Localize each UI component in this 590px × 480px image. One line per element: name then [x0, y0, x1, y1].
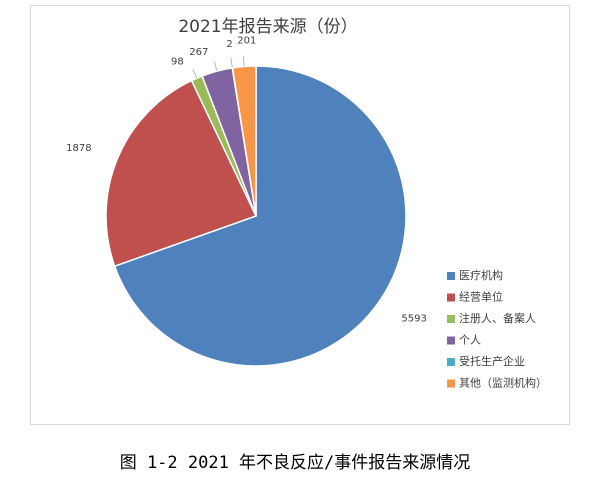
data-label: 5593: [401, 314, 426, 325]
pie-slice: [231, 65, 257, 217]
legend-swatch: [447, 293, 455, 302]
leader-line: [243, 56, 245, 67]
leader-line: [214, 61, 218, 72]
legend-swatch: [447, 336, 455, 345]
leader-line: [230, 57, 233, 68]
data-label: 98: [171, 57, 184, 68]
legend-swatch: [447, 379, 455, 388]
legend-label: 医疗机构: [459, 268, 503, 282]
caption: 图 1-2 2021 年不良反应/事件报告来源情况: [119, 453, 471, 473]
legend-label: 受托生产企业: [459, 354, 525, 368]
legend-label: 注册人、备案人: [459, 311, 536, 325]
legend-label: 其他（监测机构）: [459, 376, 547, 390]
pie-slice: [105, 79, 258, 268]
legend-swatch: [447, 272, 455, 280]
data-label: 1878: [66, 143, 91, 154]
chart-title: 2021年报告来源（份）: [178, 17, 357, 37]
data-label: 2: [226, 39, 232, 50]
pie-slice: [113, 65, 407, 367]
chart: 2021年报告来源（份） 5593 1878 98 267 2 201 医疗机构经营单位注册…: [66, 17, 547, 390]
chart-frame: [30, 5, 570, 425]
legend-swatch: [447, 358, 455, 366]
legend-swatch: [447, 315, 455, 323]
data-label: 201: [237, 36, 256, 47]
legend-label: 个人: [459, 334, 481, 347]
data-label: 267: [189, 47, 208, 58]
legend-label: 经营单位: [459, 290, 503, 304]
leader-line: [192, 68, 198, 79]
